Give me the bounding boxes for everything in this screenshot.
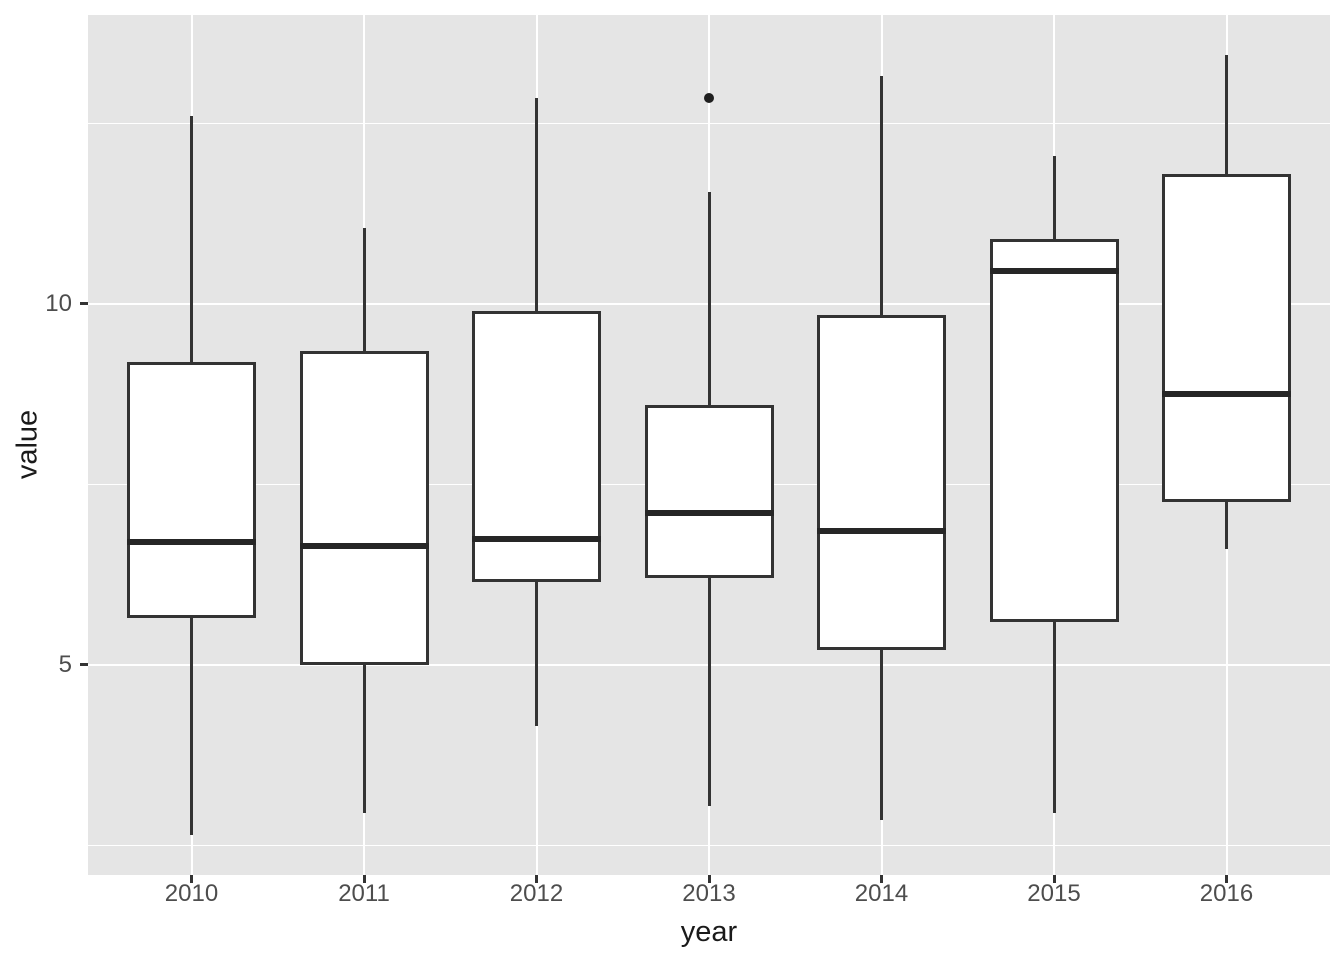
x-axis-tick	[362, 875, 366, 883]
median-line	[299, 542, 429, 549]
y-axis-tick	[80, 302, 88, 306]
whisker-lower	[190, 617, 193, 835]
x-tick-label: 2013	[682, 880, 736, 907]
x-axis-tick	[1225, 875, 1228, 883]
whisker-upper	[190, 116, 193, 362]
median-line	[1162, 391, 1291, 398]
y-axis-title: value	[11, 409, 44, 480]
whisker-upper	[1225, 54, 1228, 174]
whisker-lower	[1052, 621, 1056, 813]
boxplot-box	[127, 361, 256, 618]
median-line	[817, 528, 946, 535]
x-tick-label: 2010	[164, 880, 219, 907]
x-tick-label: 2012	[509, 880, 564, 907]
whisker-upper	[535, 98, 538, 312]
boxplot-box	[299, 350, 429, 665]
y-tick-label: 10	[45, 289, 72, 317]
x-axis-title: year	[680, 916, 738, 948]
whisker-lower	[362, 664, 366, 813]
boxplot-box	[644, 404, 774, 579]
boxplot-box	[817, 314, 946, 651]
x-axis-tick	[1052, 875, 1056, 883]
x-tick-label: 2015	[1027, 880, 1081, 907]
x-axis-tick	[535, 875, 538, 883]
whisker-upper	[1052, 155, 1056, 239]
x-axis-tick	[190, 875, 193, 883]
median-line	[127, 539, 256, 546]
median-line	[989, 268, 1119, 275]
whisker-upper	[362, 228, 366, 351]
x-axis-tick	[707, 875, 711, 883]
boxplot-box	[989, 238, 1119, 622]
outlier-point	[704, 93, 714, 104]
boxplot-box	[1162, 173, 1291, 503]
y-axis-tick	[80, 663, 88, 667]
median-line	[472, 535, 601, 542]
whisker-lower	[880, 650, 883, 821]
whisker-upper	[707, 191, 711, 405]
x-tick-label: 2011	[338, 880, 390, 907]
x-axis-tick	[880, 875, 883, 883]
plot-panel	[88, 15, 1330, 875]
y-tick-label: 5	[58, 650, 72, 678]
whisker-lower	[535, 581, 538, 727]
x-tick-label: 2016	[1199, 880, 1254, 907]
x-tick-label: 2014	[854, 880, 909, 907]
median-line	[644, 510, 774, 517]
whisker-lower	[707, 578, 711, 806]
whisker-lower	[1225, 502, 1228, 550]
whisker-upper	[880, 76, 883, 315]
